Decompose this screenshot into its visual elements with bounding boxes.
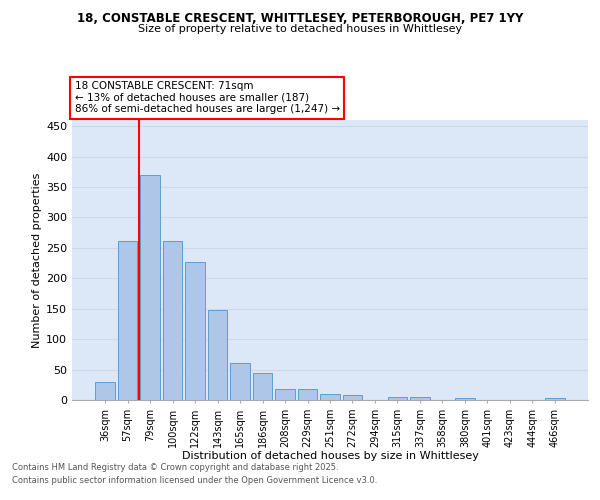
Bar [298, 389, 317, 400]
Bar [208, 310, 227, 400]
X-axis label: Distribution of detached houses by size in Whittlesey: Distribution of detached houses by size … [182, 452, 478, 462]
Bar [230, 364, 250, 400]
Text: 18, CONSTABLE CRESCENT, WHITTLESEY, PETERBOROUGH, PE7 1YY: 18, CONSTABLE CRESCENT, WHITTLESEY, PETE… [77, 12, 523, 26]
Text: Contains public sector information licensed under the Open Government Licence v3: Contains public sector information licen… [12, 476, 377, 485]
Bar [410, 397, 430, 400]
Bar [118, 240, 137, 400]
Bar [140, 176, 160, 400]
Bar [320, 394, 340, 400]
Text: Contains HM Land Registry data © Crown copyright and database right 2025.: Contains HM Land Registry data © Crown c… [12, 464, 338, 472]
Bar [95, 382, 115, 400]
Bar [545, 398, 565, 400]
Y-axis label: Number of detached properties: Number of detached properties [32, 172, 42, 348]
Text: 18 CONSTABLE CRESCENT: 71sqm
← 13% of detached houses are smaller (187)
86% of s: 18 CONSTABLE CRESCENT: 71sqm ← 13% of de… [74, 81, 340, 114]
Bar [455, 398, 475, 400]
Bar [253, 372, 272, 400]
Bar [185, 262, 205, 400]
Text: Size of property relative to detached houses in Whittlesey: Size of property relative to detached ho… [138, 24, 462, 34]
Bar [163, 240, 182, 400]
Bar [388, 397, 407, 400]
Bar [275, 389, 295, 400]
Bar [343, 395, 362, 400]
